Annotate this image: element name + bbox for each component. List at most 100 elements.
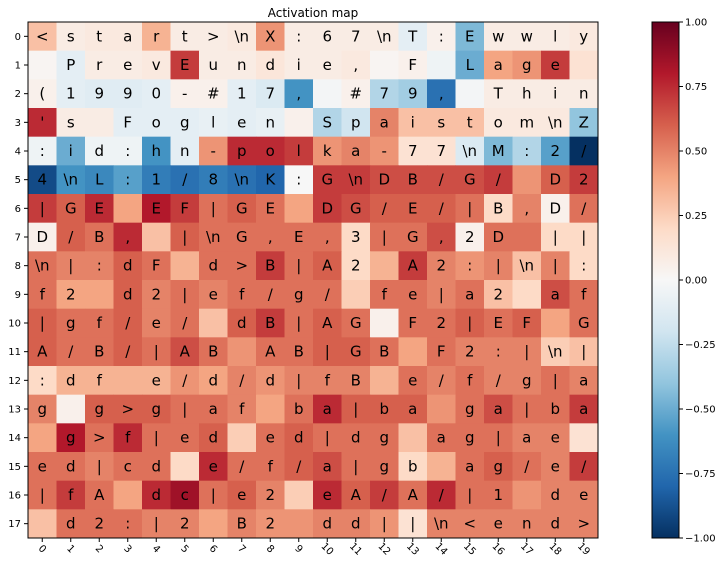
heatmap-cell — [569, 194, 599, 224]
heatmap-cell — [199, 108, 228, 138]
heatmap-cell — [227, 50, 257, 80]
x-tick-label: 5 — [178, 543, 190, 555]
heatmap-cell — [370, 108, 399, 138]
heatmap-cell — [455, 366, 485, 396]
cell-char-label: 2 — [351, 257, 361, 275]
cell-char-label: P — [66, 56, 75, 74]
cell-char-label: a — [465, 285, 474, 303]
cell-char-label: | — [296, 314, 301, 332]
cell-char-label: a — [123, 27, 132, 45]
heatmap-cell — [227, 136, 257, 166]
heatmap-cell — [512, 394, 542, 424]
heatmap-cell — [569, 452, 599, 482]
heatmap-cell — [512, 194, 542, 224]
heatmap-cell — [56, 423, 86, 453]
heatmap-cell — [455, 308, 485, 338]
cell-char-label: a — [408, 400, 417, 418]
heatmap-cell — [484, 509, 513, 539]
colorbar-tick-label: −0.25 — [685, 340, 716, 351]
heatmap-cell — [85, 108, 114, 138]
heatmap-cell — [541, 366, 570, 396]
heatmap-cell — [85, 337, 114, 367]
x-tick-label: 1 — [64, 543, 76, 555]
cell-char-label: 8 — [208, 171, 218, 189]
colorbar-tick-label: 0.75 — [685, 82, 707, 93]
cell-char-label: / — [382, 486, 388, 504]
x-tick-label: 9 — [292, 543, 304, 555]
cell-char-label: d — [123, 257, 133, 275]
heatmap-cell — [85, 194, 114, 224]
cell-char-label: / — [581, 457, 587, 475]
heatmap-cell — [370, 251, 399, 281]
heatmap-cell — [113, 308, 143, 338]
cell-char-label: B — [265, 314, 275, 332]
cell-char-label: B — [94, 343, 104, 361]
heatmap-cell — [455, 165, 485, 195]
cell-char-label: F — [408, 56, 417, 74]
heatmap-cell — [28, 452, 57, 482]
heatmap-cell — [427, 251, 456, 281]
cell-char-label: | — [496, 429, 501, 447]
heatmap-cell — [28, 194, 57, 224]
cell-char-label: i — [69, 142, 73, 160]
y-tick-label: 2 — [15, 89, 21, 100]
cell-char-label: 2 — [151, 285, 161, 303]
heatmap-cell — [227, 452, 257, 482]
heatmap-cell — [56, 22, 86, 52]
heatmap-cell — [370, 165, 399, 195]
cell-char-label: > — [121, 400, 134, 418]
cell-char-label: g — [493, 457, 503, 475]
heatmap-cell — [569, 251, 599, 281]
cell-char-label: / — [268, 285, 274, 303]
y-tick-label: 10 — [8, 319, 21, 330]
cell-char-label: | — [553, 257, 558, 275]
heatmap-cell — [256, 423, 285, 453]
cell-char-label: w — [521, 27, 533, 45]
heatmap-cell — [541, 337, 570, 367]
heatmap-cell — [199, 136, 228, 166]
cell-char-label: < — [36, 27, 49, 45]
heatmap-cell — [313, 108, 342, 138]
cell-char-label: d — [265, 371, 275, 389]
cell-char-label: E — [152, 199, 161, 217]
cell-char-label: 7 — [265, 85, 275, 103]
heatmap-cell — [284, 251, 314, 281]
heatmap-cell — [484, 136, 513, 166]
heatmap-cell — [227, 79, 257, 109]
cell-char-label: | — [581, 343, 586, 361]
heatmap-cell — [569, 480, 599, 510]
cell-char-label: e — [408, 285, 417, 303]
cell-char-label: / — [382, 199, 388, 217]
cell-char-label: \n — [234, 27, 249, 45]
heatmap-cell — [569, 108, 599, 138]
heatmap-cell — [170, 452, 200, 482]
cell-char-label: e — [579, 486, 588, 504]
heatmap-cell — [170, 337, 200, 367]
heatmap-cell — [142, 337, 171, 367]
cell-char-label: | — [97, 457, 102, 475]
cell-char-label: n — [522, 515, 532, 533]
cell-char-label: \n — [548, 113, 563, 131]
heatmap-cell — [512, 136, 542, 166]
cell-char-label: n — [180, 142, 190, 160]
heatmap-cell — [455, 194, 485, 224]
cell-char-label: e — [323, 56, 332, 74]
heatmap-cell — [484, 251, 513, 281]
cell-char-label: S — [322, 113, 332, 131]
cell-char-label: , — [125, 228, 130, 246]
x-tick-label: 3 — [121, 543, 133, 555]
heatmap-cell — [398, 452, 428, 482]
cell-char-label: c — [181, 486, 189, 504]
heatmap-cell — [28, 108, 57, 138]
cell-char-label: M — [492, 142, 505, 160]
cell-char-label: a — [579, 400, 588, 418]
heatmap-cell — [370, 423, 399, 453]
cell-char-label: / — [296, 457, 302, 475]
heatmap-cell — [227, 280, 257, 310]
cell-char-label: e — [551, 429, 560, 447]
heatmap-cell — [227, 222, 257, 252]
cell-char-label: g — [379, 429, 389, 447]
cell-char-label: \n — [35, 257, 50, 275]
heatmap-cell — [170, 22, 200, 52]
